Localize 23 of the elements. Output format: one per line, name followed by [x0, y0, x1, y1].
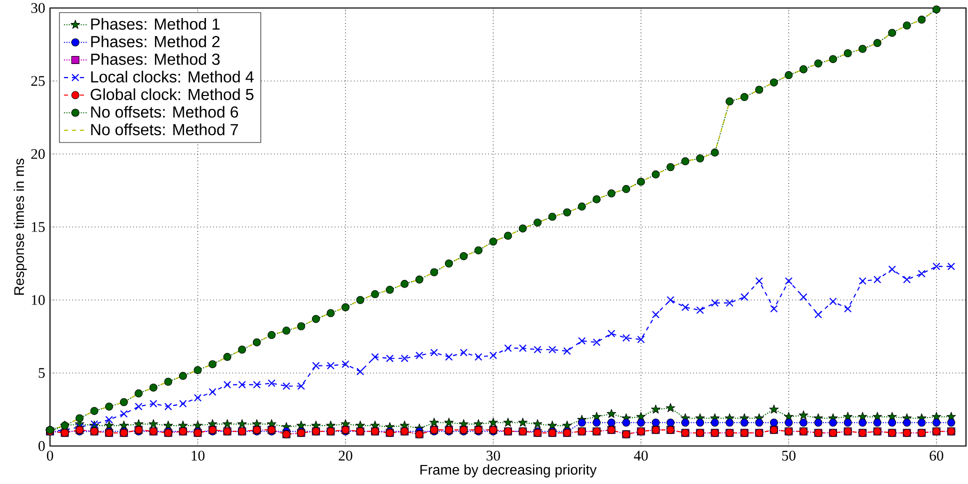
- legend-label: Phases: Method 2: [91, 36, 220, 48]
- y-tick-label: 0: [38, 441, 45, 451]
- x-tick-label: 50: [782, 450, 796, 461]
- x-tick-label: 10: [192, 450, 205, 461]
- x-tick-label: 0: [46, 450, 54, 461]
- x-tick-label: 60: [930, 450, 944, 461]
- y-tick-label: 20: [31, 149, 45, 159]
- legend-label: No offsets: Method 6: [91, 106, 238, 118]
- y-tick-label: 5: [38, 368, 45, 378]
- x-tick-label: 40: [634, 450, 648, 461]
- y-tick-label: 15: [32, 222, 45, 232]
- y-tick-label: 25: [31, 76, 45, 86]
- y-tick-label: 30: [31, 3, 45, 13]
- legend-label: Phases: Method 1: [91, 18, 220, 30]
- legend-label: Phases: Method 3: [91, 53, 220, 65]
- x-axis-title: Frame by decreasing priority: [420, 464, 597, 478]
- x-tick-label: 30: [486, 450, 500, 461]
- legend-label: Global clock: Method 5: [90, 88, 254, 100]
- x-tick-label: 20: [338, 450, 352, 461]
- y-tick-label: 10: [32, 295, 45, 305]
- y-axis-title: Response times in ms: [14, 158, 27, 295]
- legend-label: Local clocks: Method 4: [91, 70, 254, 82]
- legend-label: No offsets: Method 7: [91, 124, 238, 136]
